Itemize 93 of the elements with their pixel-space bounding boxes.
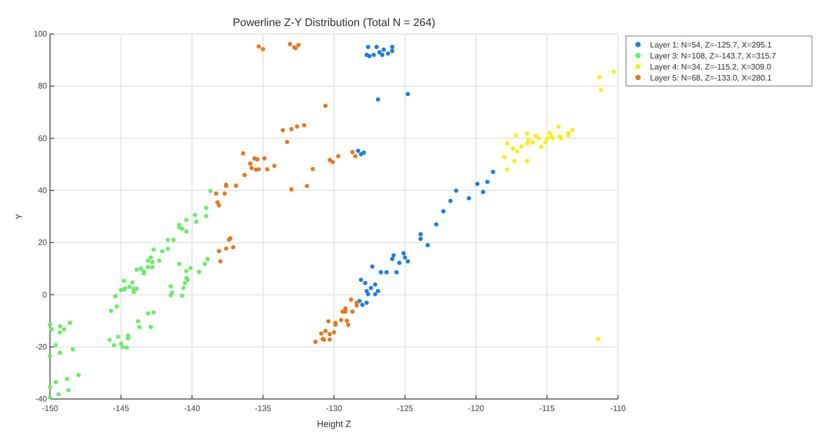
point bbox=[514, 133, 518, 138]
point bbox=[475, 182, 480, 186]
point bbox=[525, 142, 530, 146]
x-tick-label: -150 bbox=[42, 404, 59, 413]
point bbox=[418, 232, 423, 236]
point bbox=[390, 44, 394, 50]
point bbox=[418, 236, 423, 242]
point bbox=[596, 336, 600, 342]
y-tick-label: 60 bbox=[38, 134, 48, 143]
point bbox=[372, 52, 376, 57]
point bbox=[363, 280, 368, 286]
point bbox=[390, 48, 394, 54]
point bbox=[397, 260, 402, 266]
point bbox=[364, 52, 369, 57]
point bbox=[570, 128, 575, 132]
point bbox=[612, 70, 616, 74]
x-tick-label: -145 bbox=[112, 404, 130, 413]
point bbox=[362, 150, 366, 155]
legend-label: Layer 5: N=68, Z=-133.0, X=280.1 bbox=[650, 74, 772, 82]
point bbox=[434, 222, 438, 226]
point bbox=[356, 148, 360, 153]
x-tick-label: -135 bbox=[254, 404, 272, 413]
point bbox=[401, 251, 406, 256]
point bbox=[480, 190, 486, 194]
point bbox=[525, 158, 530, 164]
point bbox=[373, 292, 378, 296]
point bbox=[376, 288, 380, 294]
point bbox=[466, 196, 472, 200]
point bbox=[370, 264, 374, 269]
point bbox=[490, 170, 496, 174]
point bbox=[505, 141, 510, 146]
point bbox=[597, 75, 602, 80]
point bbox=[392, 253, 396, 258]
point bbox=[394, 270, 399, 274]
point bbox=[544, 136, 550, 140]
legend-label: Layer 1: N=54, Z=-125.7, X=295.1 bbox=[650, 40, 772, 50]
point bbox=[485, 180, 490, 184]
point bbox=[360, 302, 365, 307]
y-tick-label: -20 bbox=[35, 342, 48, 352]
point bbox=[376, 97, 380, 102]
point bbox=[441, 209, 446, 214]
point bbox=[556, 124, 560, 129]
point bbox=[364, 300, 369, 305]
point bbox=[377, 50, 382, 54]
y-tick-label: 0 bbox=[42, 290, 48, 300]
point bbox=[536, 136, 541, 140]
point bbox=[374, 44, 379, 50]
point bbox=[505, 167, 510, 172]
y-tick-label: 100 bbox=[34, 30, 48, 39]
y-axis-title: Y bbox=[14, 213, 24, 220]
point bbox=[380, 52, 384, 57]
x-tick-label: -120 bbox=[468, 404, 485, 413]
x-tick-label: -140 bbox=[184, 404, 201, 413]
legend-label: Layer 4: N=34, Z=-115.2, X=309.0 bbox=[650, 62, 772, 72]
y-tick-label: 40 bbox=[38, 186, 48, 195]
point bbox=[366, 292, 370, 296]
point bbox=[406, 92, 410, 96]
point bbox=[378, 270, 383, 274]
x-tick-label: -130 bbox=[326, 404, 343, 413]
point bbox=[368, 286, 374, 290]
y-tick-label: 20 bbox=[38, 238, 48, 248]
point bbox=[530, 140, 535, 144]
point bbox=[515, 149, 520, 154]
x-tick-label: -110 bbox=[610, 404, 626, 413]
point bbox=[525, 131, 530, 136]
point bbox=[358, 278, 364, 282]
point bbox=[543, 140, 548, 144]
point bbox=[386, 51, 390, 56]
y-tick-label: 80 bbox=[38, 82, 48, 91]
point bbox=[519, 144, 524, 148]
point bbox=[382, 48, 386, 52]
point bbox=[390, 256, 394, 262]
point bbox=[448, 198, 453, 203]
point bbox=[406, 259, 410, 264]
legend-label: Layer 3: N=108, Z=-143.7, X=315.7 bbox=[650, 52, 777, 60]
point bbox=[366, 44, 370, 50]
point bbox=[384, 270, 389, 274]
point bbox=[454, 188, 458, 193]
point bbox=[510, 146, 516, 151]
point bbox=[539, 144, 544, 149]
point bbox=[512, 158, 516, 164]
point bbox=[402, 255, 408, 260]
point bbox=[534, 134, 538, 138]
x-tick-label: -115 bbox=[539, 404, 556, 413]
x-tick-label: -125 bbox=[396, 404, 414, 413]
point bbox=[426, 243, 430, 248]
point bbox=[526, 138, 531, 142]
x-axis-title: Height Z bbox=[316, 419, 352, 429]
point bbox=[598, 88, 604, 92]
y-tick-label: -40 bbox=[35, 394, 48, 404]
point bbox=[502, 154, 507, 160]
point bbox=[373, 282, 378, 287]
chart-title: Powerline Z-Y Distribution (Total N = 264) bbox=[232, 17, 436, 29]
